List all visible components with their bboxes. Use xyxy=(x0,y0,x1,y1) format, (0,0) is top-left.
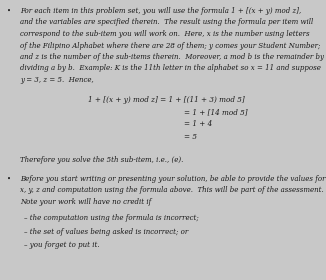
Text: = 1 + [14 mod 5]: = 1 + [14 mod 5] xyxy=(184,108,248,116)
Text: Before you start writing or presenting your solution, be able to provide the val: Before you start writing or presenting y… xyxy=(20,175,325,183)
Text: – the computation using the formula is incorrect;: – the computation using the formula is i… xyxy=(24,214,199,223)
Text: For each item in this problem set, you will use the formula 1 + [(x + y) mod z],: For each item in this problem set, you w… xyxy=(20,7,301,15)
Text: of the Filipino Alphabet where there are 28 of them; y comes your Student Number: of the Filipino Alphabet where there are… xyxy=(20,41,320,50)
Text: – you forget to put it.: – you forget to put it. xyxy=(24,241,100,249)
Text: = 1 + 4: = 1 + 4 xyxy=(184,120,212,129)
Text: •: • xyxy=(7,175,11,183)
Text: •: • xyxy=(7,7,11,15)
Text: – the set of values being asked is incorrect; or: – the set of values being asked is incor… xyxy=(24,228,188,236)
Text: 1 + [(x + y) mod z] = 1 + [(11 + 3) mod 5]: 1 + [(x + y) mod z] = 1 + [(11 + 3) mod … xyxy=(88,95,245,104)
Text: Therefore you solve the 5th sub-item, i.e., (e).: Therefore you solve the 5th sub-item, i.… xyxy=(20,155,183,164)
Text: y = 3, z = 5.  Hence,: y = 3, z = 5. Hence, xyxy=(20,76,94,84)
Text: and z is the number of the sub-items therein.  Moreover, a mod b is the remainde: and z is the number of the sub-items the… xyxy=(20,53,324,61)
Text: = 5: = 5 xyxy=(184,133,197,141)
Text: correspond to the sub-item you will work on.  Here, x is the number using letter: correspond to the sub-item you will work… xyxy=(20,30,310,38)
Text: and the variables are specified therein.  The result using the formula per item : and the variables are specified therein.… xyxy=(20,18,313,27)
Text: dividing a by b.  Example: K is the 11th letter in the alphabet so x = 11 and su: dividing a by b. Example: K is the 11th … xyxy=(20,64,321,73)
Text: Note your work will have no credit if: Note your work will have no credit if xyxy=(20,198,151,206)
Text: x, y, z and computation using the formula above.  This will be part of the asses: x, y, z and computation using the formul… xyxy=(20,186,324,195)
